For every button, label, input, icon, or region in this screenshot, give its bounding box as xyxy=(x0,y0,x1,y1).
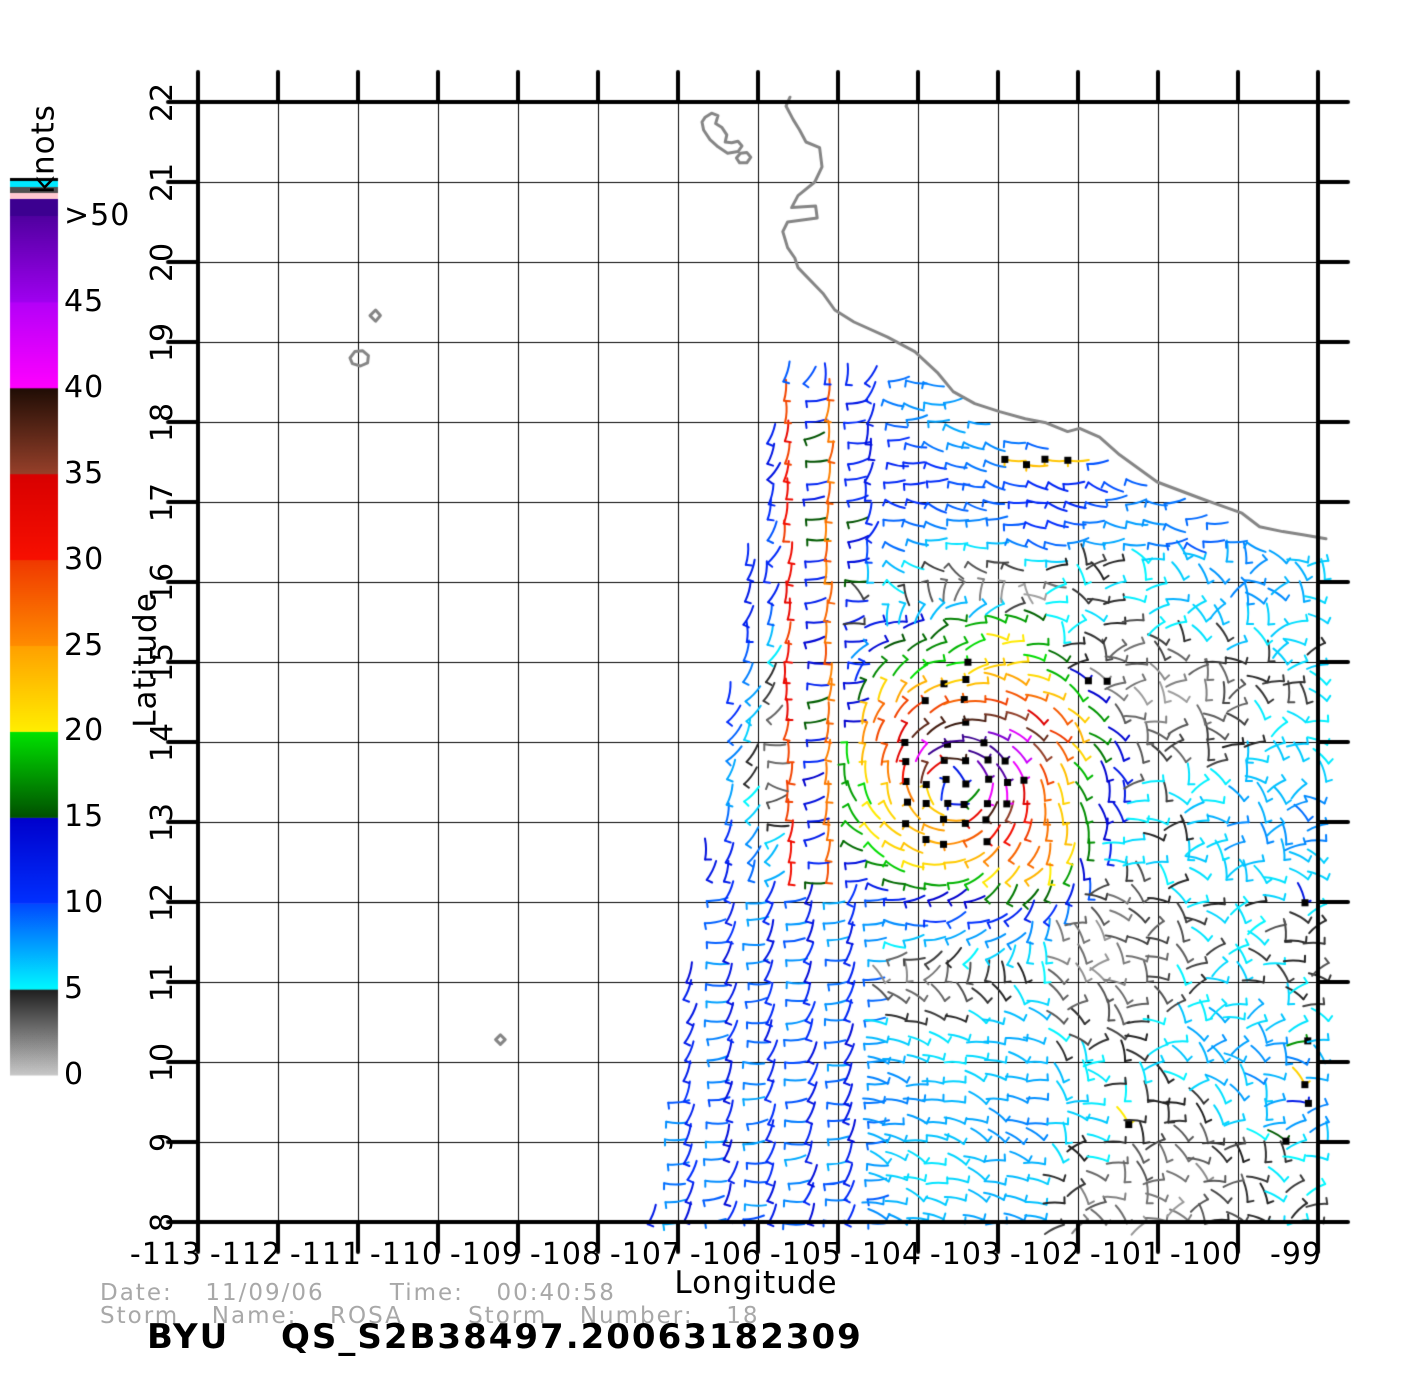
colorbar-tick-label-15: 15 xyxy=(64,799,105,835)
y-tick-label-12: 12 xyxy=(145,881,180,923)
x-tick-label--104: -104 xyxy=(849,1237,922,1272)
colorbar-tick-label-10: 10 xyxy=(64,885,105,921)
colorbar-tick-label-25: 25 xyxy=(64,627,105,663)
colorbar-tick-label-35: 35 xyxy=(64,455,105,491)
plot-title: BYU QS_S2B38497.20063182309 xyxy=(147,1317,863,1357)
x-tick-label--99: -99 xyxy=(1270,1237,1322,1272)
footer-storm-info: Storm Name: ROSA Storm Number: 18 xyxy=(100,1303,760,1329)
y-axis-title: Latitude xyxy=(127,592,164,728)
y-tick-label-8: 8 xyxy=(145,1211,180,1233)
y-tick-label-9: 9 xyxy=(145,1131,180,1153)
x-tick-label--108: -108 xyxy=(529,1237,602,1272)
x-tick-label--109: -109 xyxy=(449,1237,522,1272)
x-tick-label--106: -106 xyxy=(689,1237,762,1272)
colorbar-tick-label-45: 45 xyxy=(64,283,105,319)
x-tick-label--105: -105 xyxy=(769,1237,842,1272)
colorbar-tick-label-5: 5 xyxy=(64,971,85,1007)
y-tick-label-18: 18 xyxy=(145,401,180,443)
x-tick-label--112: -112 xyxy=(209,1237,282,1272)
colorbar-tick-label-30: 30 xyxy=(64,541,105,577)
y-tick-label-22: 22 xyxy=(145,81,180,123)
y-tick-label-17: 17 xyxy=(145,481,180,523)
y-tick-label-21: 21 xyxy=(145,161,180,203)
footer-date-time: Date: 11/09/06 Time: 00:40:58 xyxy=(100,1280,616,1306)
y-tick-label-13: 13 xyxy=(145,801,180,843)
x-tick-label--102: -102 xyxy=(1009,1237,1082,1272)
y-tick-label-14: 14 xyxy=(145,721,180,763)
x-axis-title: Longitude xyxy=(674,1265,838,1301)
y-tick-label-19: 19 xyxy=(145,321,180,363)
x-tick-label--100: -100 xyxy=(1169,1237,1242,1272)
x-tick-label--110: -110 xyxy=(369,1237,442,1272)
colorbar-title: knots xyxy=(25,104,62,194)
x-tick-label--107: -107 xyxy=(609,1237,682,1272)
colorbar-tick-label-40: 40 xyxy=(64,369,105,405)
x-tick-label--111: -111 xyxy=(289,1237,362,1272)
colorbar-tick-label-gt50: >50 xyxy=(64,198,131,233)
x-tick-label--113: -113 xyxy=(129,1237,202,1272)
y-tick-label-10: 10 xyxy=(145,1041,180,1083)
x-tick-label--103: -103 xyxy=(929,1237,1002,1272)
colorbar-tick-label-0: 0 xyxy=(64,1057,85,1092)
x-tick-label--101: -101 xyxy=(1089,1237,1162,1272)
colorbar-tick-label-20: 20 xyxy=(64,713,105,749)
y-tick-label-20: 20 xyxy=(145,241,180,283)
y-tick-label-11: 11 xyxy=(145,961,180,1003)
